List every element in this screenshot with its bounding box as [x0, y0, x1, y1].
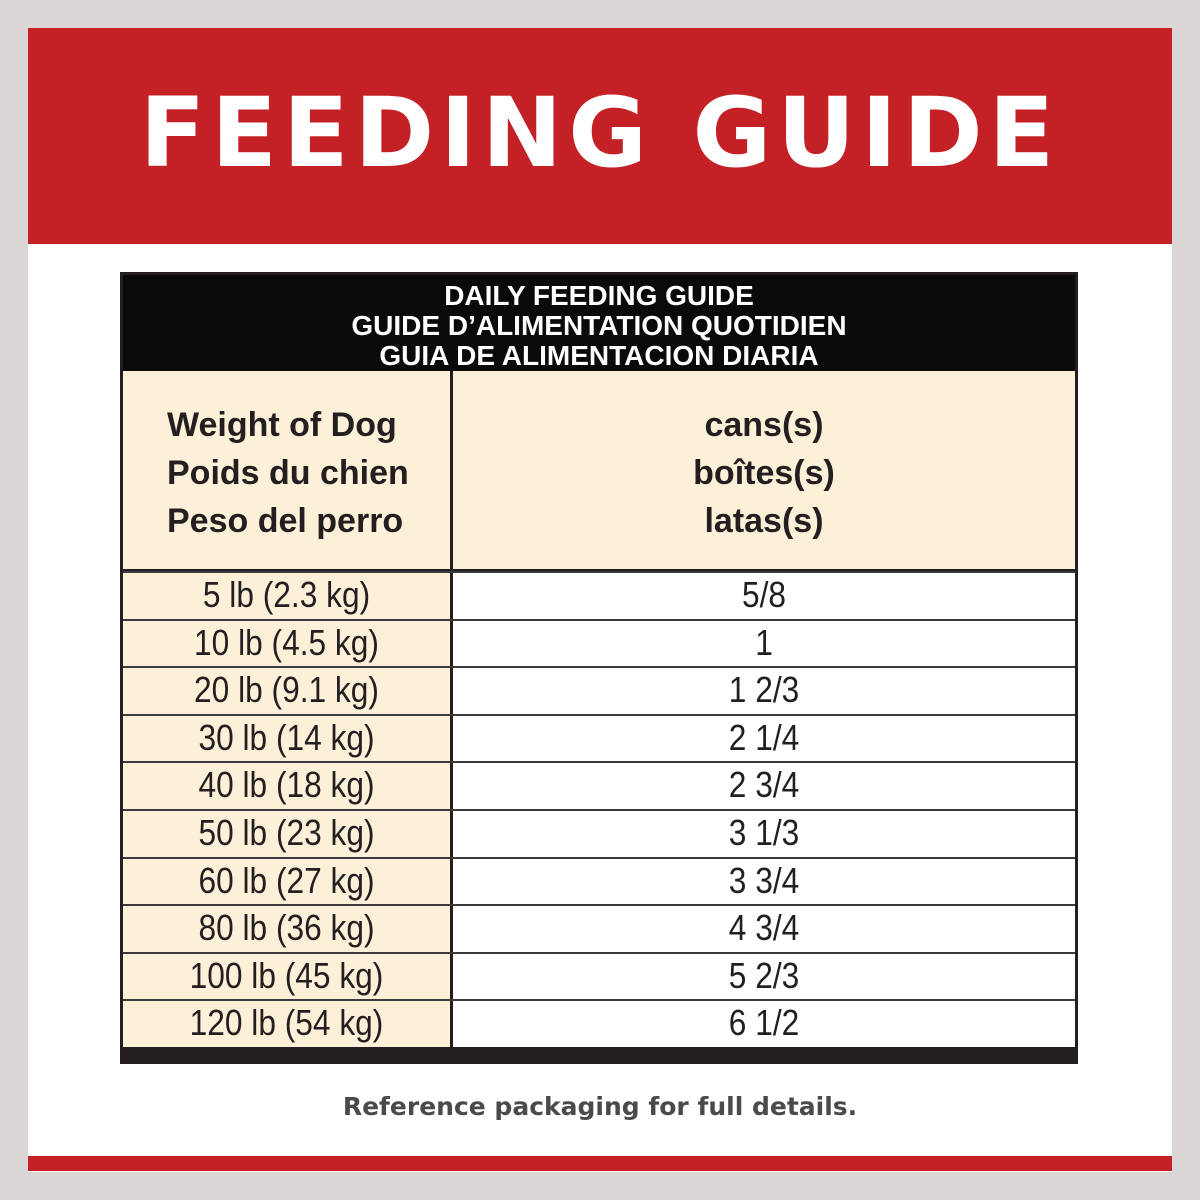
cans-cell: 3 1/3 — [453, 810, 1075, 857]
table-row: 5 lb (2.3 kg) 5/8 — [123, 571, 1075, 619]
weight-header-en: Weight of Dog — [167, 406, 397, 444]
feeding-guide-card: FEEDING GUIDE DAILY FEEDING GUIDE GUIDE … — [28, 28, 1172, 1172]
footnote: Reference packaging for full details. — [342, 1092, 858, 1121]
weight-header-fr: Poids du chien — [167, 454, 409, 492]
table-row: 10 lb (4.5 kg) 1 — [123, 618, 1075, 667]
cans-value: 6 1/2 — [728, 1002, 800, 1044]
weight-header-es: Peso del perro — [167, 502, 404, 540]
cans-header-en: cans(s) — [704, 406, 824, 444]
header-banner: FEEDING GUIDE — [28, 28, 1172, 244]
cans-value: 5/8 — [741, 574, 787, 615]
weight-value: 20 lb (9.1 kg) — [194, 669, 379, 711]
table-body: 5 lb (2.3 kg) 5/8 10 lb (4.5 kg) 1 20 lb… — [123, 571, 1075, 1047]
weight-value: 50 lb (23 kg) — [198, 811, 375, 853]
cans-value: 2 3/4 — [728, 764, 800, 806]
weight-value: 60 lb (27 kg) — [198, 859, 375, 901]
cans-header-fr: boîtes(s) — [693, 454, 835, 492]
weight-value: 120 lb (54 kg) — [189, 1002, 384, 1044]
weight-value: 30 lb (14 kg) — [198, 716, 375, 758]
column-header-row: Weight of Dog Poids du chien Peso del pe… — [123, 371, 1075, 569]
cans-cell: 5 2/3 — [453, 953, 1075, 1000]
weight-value: 10 lb (4.5 kg) — [194, 621, 379, 663]
weight-value: 5 lb (2.3 kg) — [202, 574, 371, 615]
table-title-es: GUIA DE ALIMENTACION DIARIA — [379, 340, 819, 371]
weight-value: 40 lb (18 kg) — [198, 764, 375, 806]
weight-cell: 30 lb (14 kg) — [123, 715, 453, 762]
cans-cell: 2 1/4 — [453, 715, 1075, 762]
feeding-table: DAILY FEEDING GUIDE GUIDE D’ALIMENTATION… — [120, 272, 1078, 1064]
table-row: 30 lb (14 kg) 2 1/4 — [123, 713, 1075, 762]
table-row: 60 lb (27 kg) 3 3/4 — [123, 856, 1075, 905]
cans-value: 3 1/3 — [728, 811, 800, 853]
table-row: 120 lb (54 kg) 6 1/2 — [123, 999, 1075, 1047]
cans-cell: 5/8 — [453, 573, 1075, 619]
cans-header-es: latas(s) — [704, 502, 824, 540]
weight-cell: 50 lb (23 kg) — [123, 810, 453, 857]
cans-value: 5 2/3 — [728, 954, 800, 996]
table-title-fr: GUIDE D’ALIMENTATION QUOTIDIEN — [351, 310, 847, 341]
weight-value: 80 lb (36 kg) — [198, 907, 375, 949]
weight-cell: 100 lb (45 kg) — [123, 953, 453, 1000]
table-row: 80 lb (36 kg) 4 3/4 — [123, 904, 1075, 952]
weight-column-header: Weight of Dog Poids du chien Peso del pe… — [123, 371, 453, 569]
table-title-en: DAILY FEEDING GUIDE — [444, 280, 754, 311]
table-row: 50 lb (23 kg) 3 1/3 — [123, 808, 1075, 857]
cans-cell: 1 — [453, 620, 1075, 667]
cans-value: 3 3/4 — [728, 859, 800, 901]
table-row: 20 lb (9.1 kg) 1 2/3 — [123, 666, 1075, 714]
cans-cell: 4 3/4 — [453, 906, 1075, 952]
weight-cell: 60 lb (27 kg) — [123, 858, 453, 905]
cans-cell: 1 2/3 — [453, 668, 1075, 714]
cans-value: 2 1/4 — [728, 716, 800, 758]
weight-cell: 20 lb (9.1 kg) — [123, 668, 453, 714]
cans-cell: 3 3/4 — [453, 858, 1075, 905]
weight-cell: 5 lb (2.3 kg) — [123, 573, 453, 619]
weight-cell: 10 lb (4.5 kg) — [123, 620, 453, 667]
weight-cell: 80 lb (36 kg) — [123, 906, 453, 952]
weight-value: 100 lb (45 kg) — [189, 954, 384, 996]
cans-cell: 2 3/4 — [453, 763, 1075, 809]
cans-cell: 6 1/2 — [453, 1001, 1075, 1047]
weight-cell: 40 lb (18 kg) — [123, 763, 453, 809]
table-title: DAILY FEEDING GUIDE GUIDE D’ALIMENTATION… — [123, 275, 1075, 371]
table-row: 40 lb (18 kg) 2 3/4 — [123, 761, 1075, 809]
banner-title: FEEDING GUIDE — [139, 77, 1061, 189]
cans-value: 1 2/3 — [728, 669, 800, 711]
cans-value: 4 3/4 — [728, 907, 800, 949]
table-row: 100 lb (45 kg) 5 2/3 — [123, 951, 1075, 1000]
weight-cell: 120 lb (54 kg) — [123, 1001, 453, 1047]
bottom-accent-bar — [28, 1156, 1172, 1171]
cans-value: 1 — [755, 621, 773, 663]
cans-column-header: cans(s) boîtes(s) latas(s) — [453, 371, 1075, 569]
